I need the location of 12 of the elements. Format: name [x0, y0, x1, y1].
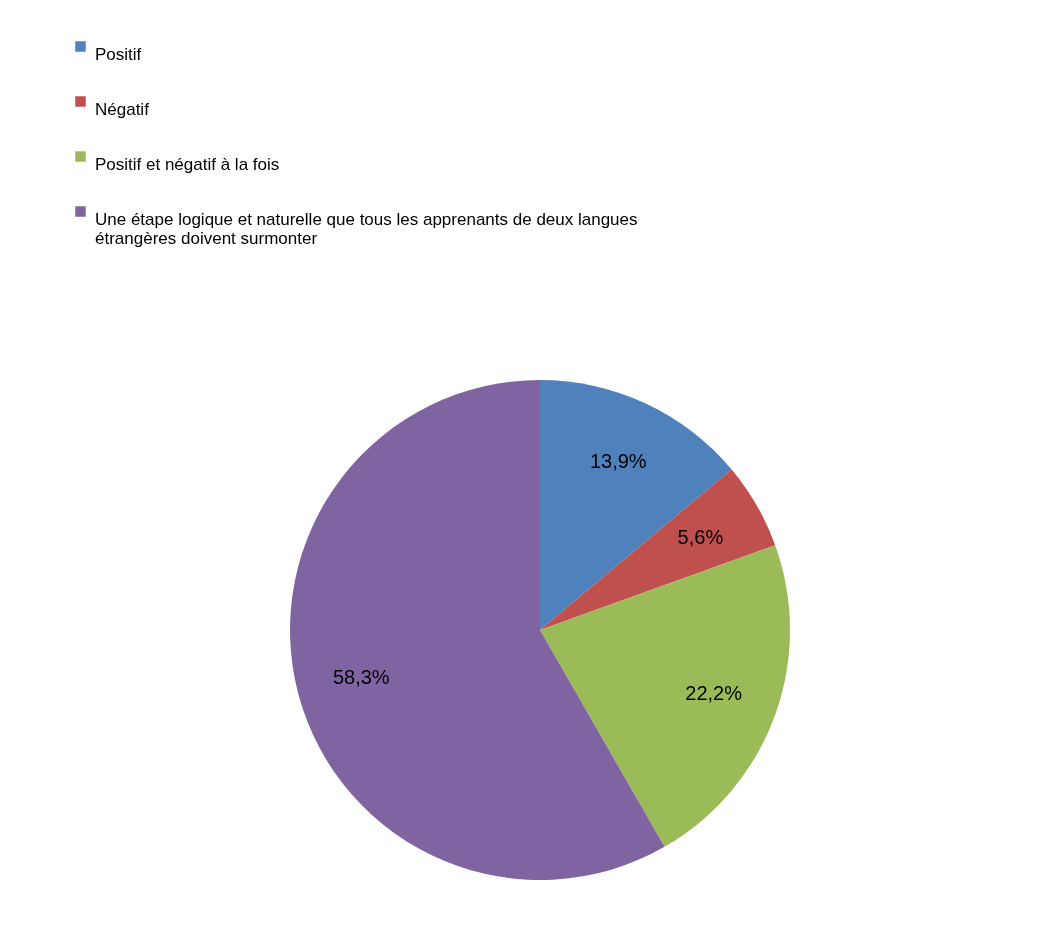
pie-slice: [540, 380, 732, 630]
pie-slice: [290, 380, 665, 880]
legend-label: Positif et négatif à la fois: [95, 154, 280, 174]
legend-label: Positif: [95, 44, 142, 64]
data-label: 13,9%: [589, 450, 647, 473]
legend-label: Une étape logique et naturelle que tous les apprenants de deux langues étrangères doivent surmonter: [95, 209, 638, 248]
data-label: 5,6%: [677, 525, 724, 548]
data-label: 22,2%: [685, 681, 743, 704]
data-label: 58,3%: [332, 665, 390, 688]
pie-slice: [540, 469, 776, 630]
legend-label: Négatif: [95, 99, 150, 119]
pie-slice: [540, 545, 790, 847]
